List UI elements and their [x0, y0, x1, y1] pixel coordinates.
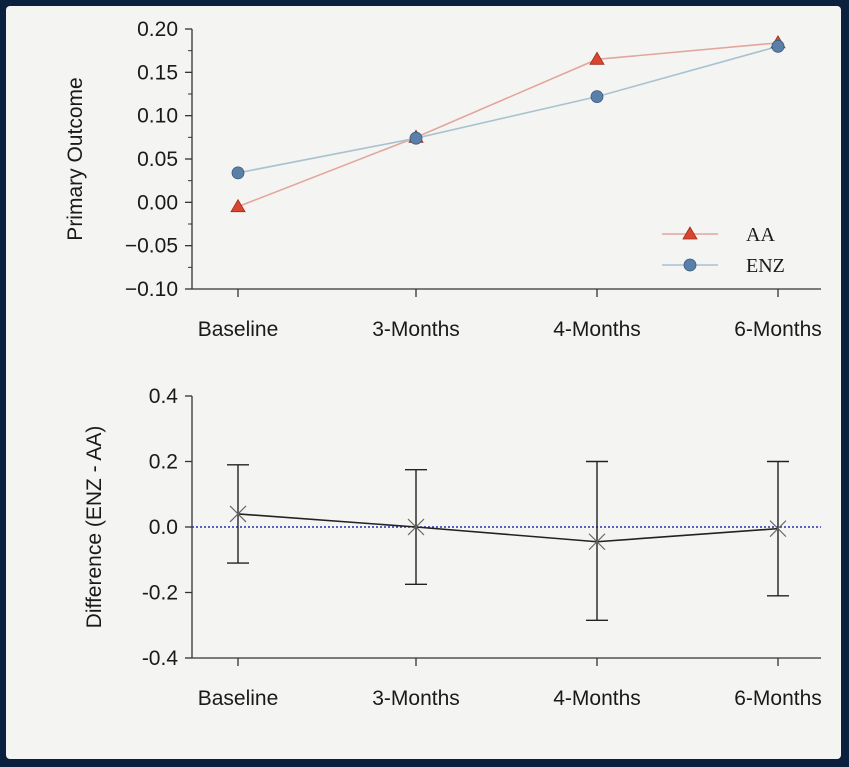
y-tick-label: 0.00: [137, 191, 178, 214]
chart-frame: 0.20 0.15 0.10 0.05 0.00 −0.05 −0.10 Baseline 3-…: [6, 6, 841, 759]
x-tick-label: 4-Months: [553, 687, 641, 710]
x-tick-label: 6-Months: [734, 318, 822, 341]
y-tick-label: −0.05: [125, 235, 178, 258]
data-point-difference: [769, 520, 787, 538]
y-tick-label: 0.15: [137, 61, 178, 84]
data-point-AA: [230, 198, 246, 213]
data-point-difference: [407, 518, 425, 536]
y-axis-title: Primary Outcome: [64, 77, 87, 240]
y-tick-label: −0.10: [125, 278, 178, 301]
x-marker-stroke: [588, 533, 606, 551]
data-point-ENZ: [409, 131, 423, 145]
data-point-difference: [229, 505, 247, 523]
y-tick-label: 0.20: [137, 18, 178, 41]
y-tick-label: 0.05: [137, 148, 178, 171]
y-axis-title: Difference (ENZ - AA): [83, 426, 106, 629]
x-tick-label: 3-Months: [372, 687, 460, 710]
x-marker-stroke: [407, 518, 425, 536]
x-marker-stroke: [769, 520, 787, 538]
y-tick-label: 0.4: [149, 385, 179, 408]
x-tick-label: 4-Months: [553, 318, 641, 341]
data-point-ENZ: [231, 166, 245, 180]
x-marker-stroke: [229, 505, 247, 523]
x-tick-label: Baseline: [198, 687, 279, 710]
y-tick-label: 0.0: [149, 516, 178, 539]
chart-canvas: 0.20 0.15 0.10 0.05 0.00 −0.05 −0.10 Baseline 3-…: [64, 18, 822, 710]
legend-marker-AA: [682, 226, 698, 240]
data-point-difference: [588, 533, 606, 551]
legend-label-AA: AA: [746, 224, 775, 246]
data-point-ENZ: [771, 39, 785, 53]
panel-1: [185, 28, 821, 297]
y-tick-label: 0.2: [149, 451, 178, 474]
y-tick-label: -0.2: [142, 582, 178, 605]
y-tick-label: 0.10: [137, 105, 178, 128]
legend-label-ENZ: ENZ: [746, 255, 785, 277]
series-line-AA: [237, 42, 779, 208]
x-tick-label: 6-Months: [734, 687, 822, 710]
x-tick-label: Baseline: [198, 318, 279, 341]
difference-line: [237, 513, 779, 543]
data-point-ENZ: [590, 90, 604, 103]
data-point-AA: [589, 51, 605, 65]
series-line-ENZ: [237, 45, 779, 174]
panel-2: [185, 395, 821, 666]
y-tick-label: -0.4: [142, 647, 179, 670]
legend-marker-ENZ: [683, 258, 697, 272]
x-tick-label: 3-Months: [372, 318, 460, 341]
